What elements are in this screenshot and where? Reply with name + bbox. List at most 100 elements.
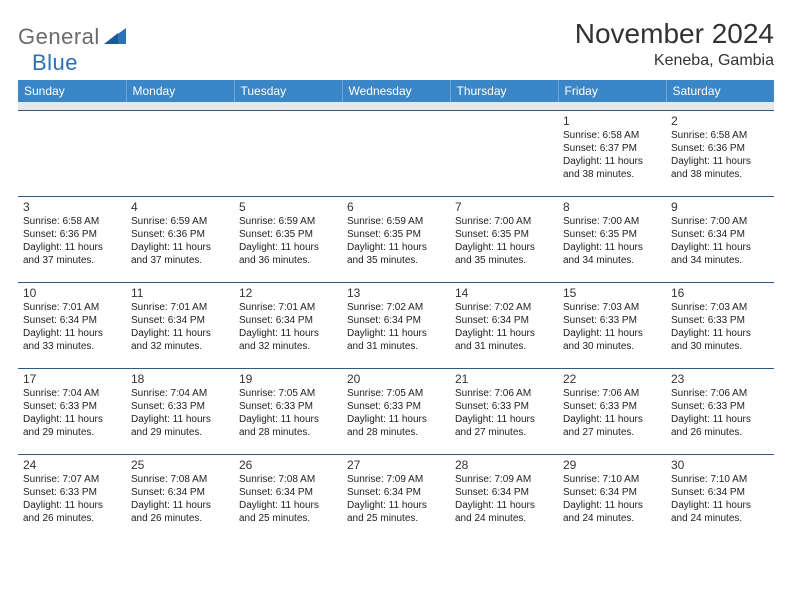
calendar-cell: 27Sunrise: 7:09 AMSunset: 6:34 PMDayligh… [342,454,450,540]
calendar-cell [126,110,234,196]
info-line: and 35 minutes. [455,254,553,267]
info-line: Sunset: 6:33 PM [563,400,661,413]
day-info: Sunrise: 7:01 AMSunset: 6:34 PMDaylight:… [239,301,337,353]
info-line: Sunrise: 7:01 AM [239,301,337,314]
calendar-cell: 23Sunrise: 7:06 AMSunset: 6:33 PMDayligh… [666,368,774,454]
info-line: Sunset: 6:33 PM [671,400,769,413]
calendar-week-row: 10Sunrise: 7:01 AMSunset: 6:34 PMDayligh… [18,282,774,368]
info-line: Sunrise: 7:07 AM [23,473,121,486]
info-line: and 37 minutes. [23,254,121,267]
day-number: 24 [23,458,121,472]
brand-logo-blue-row: Blue [32,44,78,76]
spacer-row [18,102,774,110]
info-line: Sunrise: 7:00 AM [455,215,553,228]
info-line: Daylight: 11 hours [23,327,121,340]
info-line: and 24 minutes. [455,512,553,525]
info-line: Sunset: 6:34 PM [671,486,769,499]
calendar-cell: 9Sunrise: 7:00 AMSunset: 6:34 PMDaylight… [666,196,774,282]
info-line: Daylight: 11 hours [563,155,661,168]
info-line: Sunset: 6:35 PM [455,228,553,241]
calendar-cell: 11Sunrise: 7:01 AMSunset: 6:34 PMDayligh… [126,282,234,368]
day-info: Sunrise: 7:04 AMSunset: 6:33 PMDaylight:… [131,387,229,439]
day-number: 14 [455,286,553,300]
info-line: and 31 minutes. [347,340,445,353]
day-number: 17 [23,372,121,386]
calendar-cell: 14Sunrise: 7:02 AMSunset: 6:34 PMDayligh… [450,282,558,368]
info-line: and 36 minutes. [239,254,337,267]
info-line: Sunrise: 6:59 AM [131,215,229,228]
info-line: Sunrise: 7:04 AM [131,387,229,400]
info-line: Sunset: 6:34 PM [23,314,121,327]
info-line: Sunset: 6:34 PM [455,314,553,327]
info-line: Sunset: 6:33 PM [23,400,121,413]
info-line: and 24 minutes. [671,512,769,525]
info-line: Sunrise: 7:09 AM [347,473,445,486]
day-info: Sunrise: 7:10 AMSunset: 6:34 PMDaylight:… [671,473,769,525]
calendar-cell: 1Sunrise: 6:58 AMSunset: 6:37 PMDaylight… [558,110,666,196]
day-info: Sunrise: 7:08 AMSunset: 6:34 PMDaylight:… [131,473,229,525]
day-number: 29 [563,458,661,472]
day-number: 11 [131,286,229,300]
day-number: 6 [347,200,445,214]
info-line: Daylight: 11 hours [455,241,553,254]
day-number: 18 [131,372,229,386]
info-line: Sunrise: 6:59 AM [347,215,445,228]
day-number: 28 [455,458,553,472]
info-line: Sunrise: 7:03 AM [563,301,661,314]
day-info: Sunrise: 7:05 AMSunset: 6:33 PMDaylight:… [239,387,337,439]
info-line: Sunrise: 7:01 AM [131,301,229,314]
calendar-cell: 5Sunrise: 6:59 AMSunset: 6:35 PMDaylight… [234,196,342,282]
info-line: and 25 minutes. [347,512,445,525]
info-line: Sunrise: 7:01 AM [23,301,121,314]
info-line: Sunset: 6:36 PM [671,142,769,155]
calendar-header-row: Sunday Monday Tuesday Wednesday Thursday… [18,80,774,102]
day-info: Sunrise: 7:04 AMSunset: 6:33 PMDaylight:… [23,387,121,439]
info-line: Sunset: 6:37 PM [563,142,661,155]
day-info: Sunrise: 7:00 AMSunset: 6:34 PMDaylight:… [671,215,769,267]
day-number: 25 [131,458,229,472]
day-number: 4 [131,200,229,214]
calendar-cell: 12Sunrise: 7:01 AMSunset: 6:34 PMDayligh… [234,282,342,368]
calendar-cell: 2Sunrise: 6:58 AMSunset: 6:36 PMDaylight… [666,110,774,196]
info-line: Daylight: 11 hours [23,499,121,512]
calendar-cell: 19Sunrise: 7:05 AMSunset: 6:33 PMDayligh… [234,368,342,454]
day-info: Sunrise: 6:58 AMSunset: 6:37 PMDaylight:… [563,129,661,181]
info-line: and 28 minutes. [347,426,445,439]
day-number: 9 [671,200,769,214]
info-line: and 38 minutes. [671,168,769,181]
info-line: Daylight: 11 hours [239,499,337,512]
calendar-week-row: 17Sunrise: 7:04 AMSunset: 6:33 PMDayligh… [18,368,774,454]
calendar-cell: 22Sunrise: 7:06 AMSunset: 6:33 PMDayligh… [558,368,666,454]
calendar-cell: 30Sunrise: 7:10 AMSunset: 6:34 PMDayligh… [666,454,774,540]
info-line: and 25 minutes. [239,512,337,525]
info-line: and 27 minutes. [455,426,553,439]
calendar-cell: 3Sunrise: 6:58 AMSunset: 6:36 PMDaylight… [18,196,126,282]
info-line: Daylight: 11 hours [23,241,121,254]
month-title: November 2024 [575,18,774,50]
info-line: Sunset: 6:35 PM [347,228,445,241]
info-line: Daylight: 11 hours [239,413,337,426]
day-info: Sunrise: 6:59 AMSunset: 6:35 PMDaylight:… [347,215,445,267]
day-info: Sunrise: 7:01 AMSunset: 6:34 PMDaylight:… [131,301,229,353]
info-line: Sunset: 6:34 PM [239,486,337,499]
info-line: Sunrise: 6:58 AM [563,129,661,142]
day-number: 26 [239,458,337,472]
day-number: 2 [671,114,769,128]
info-line: Sunset: 6:34 PM [563,486,661,499]
col-wednesday: Wednesday [342,80,450,102]
info-line: Sunrise: 7:09 AM [455,473,553,486]
info-line: and 30 minutes. [671,340,769,353]
info-line: Sunset: 6:34 PM [239,314,337,327]
calendar-cell: 18Sunrise: 7:04 AMSunset: 6:33 PMDayligh… [126,368,234,454]
info-line: Daylight: 11 hours [563,327,661,340]
calendar-week-row: 3Sunrise: 6:58 AMSunset: 6:36 PMDaylight… [18,196,774,282]
info-line: Sunrise: 6:59 AM [239,215,337,228]
info-line: Sunrise: 7:06 AM [455,387,553,400]
day-info: Sunrise: 7:06 AMSunset: 6:33 PMDaylight:… [563,387,661,439]
info-line: Sunrise: 7:03 AM [671,301,769,314]
triangle-icon [104,26,126,49]
info-line: Daylight: 11 hours [347,327,445,340]
info-line: Sunset: 6:33 PM [239,400,337,413]
day-info: Sunrise: 7:05 AMSunset: 6:33 PMDaylight:… [347,387,445,439]
calendar-cell [18,110,126,196]
